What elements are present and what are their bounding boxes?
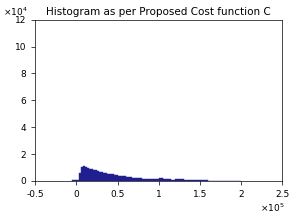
Bar <box>128 177 130 181</box>
Bar <box>132 177 134 181</box>
Title: Histogram as per Proposed Cost function C: Histogram as per Proposed Cost function … <box>46 8 271 17</box>
Bar <box>103 173 105 181</box>
Bar <box>159 178 163 181</box>
Bar <box>175 179 183 181</box>
Bar <box>130 177 132 181</box>
Bar <box>140 178 142 181</box>
Bar <box>93 170 95 181</box>
Bar <box>171 180 175 181</box>
Bar <box>155 179 157 181</box>
Bar <box>157 179 159 181</box>
Text: $\times10^4$: $\times10^4$ <box>3 6 28 18</box>
Bar <box>163 179 167 181</box>
Text: $\times10^5$: $\times10^5$ <box>260 202 285 214</box>
Bar <box>167 179 171 181</box>
Bar <box>142 179 144 181</box>
Bar <box>105 173 107 181</box>
Bar <box>107 174 109 181</box>
Bar <box>148 179 150 181</box>
Bar <box>89 169 91 181</box>
Bar <box>99 171 101 181</box>
Bar <box>72 180 76 181</box>
Bar <box>87 168 89 181</box>
Bar <box>97 171 99 181</box>
Bar <box>150 179 153 181</box>
Bar <box>91 170 93 181</box>
Bar <box>109 174 112 181</box>
Bar <box>138 178 140 181</box>
Bar <box>112 174 114 181</box>
Bar <box>124 177 126 181</box>
Bar <box>120 176 122 181</box>
Bar <box>144 179 146 181</box>
Bar <box>146 179 148 181</box>
Bar <box>101 172 103 181</box>
Bar <box>136 178 138 181</box>
Bar <box>78 173 81 181</box>
Bar <box>85 168 87 181</box>
Bar <box>114 175 116 181</box>
Bar <box>95 170 97 181</box>
Bar <box>81 167 83 181</box>
Bar <box>83 166 85 181</box>
Bar <box>126 177 128 181</box>
Bar <box>192 180 208 181</box>
Bar <box>122 176 124 181</box>
Bar <box>116 175 118 181</box>
Bar <box>183 180 192 181</box>
Bar <box>118 175 120 181</box>
Bar <box>134 178 136 181</box>
Bar <box>153 179 155 181</box>
Bar <box>76 180 78 181</box>
